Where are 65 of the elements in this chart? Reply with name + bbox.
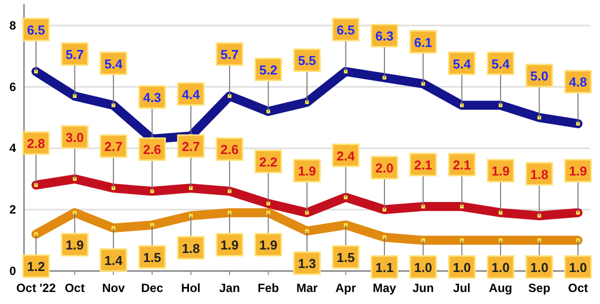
x-tick-label: Oct (568, 281, 588, 295)
x-tick-label: Hol (181, 281, 201, 295)
x-tick-label: May (372, 281, 396, 295)
x-tick-label: Mar (296, 281, 318, 295)
data-label: 1.1 (375, 260, 394, 275)
data-label: 2.8 (26, 136, 46, 152)
data-label: 1.9 (492, 164, 510, 179)
data-label: 2.1 (452, 158, 471, 173)
data-label: 2.7 (182, 139, 200, 154)
data-label: 1.5 (336, 250, 355, 265)
data-label: 1.9 (568, 164, 588, 179)
data-label: 2.1 (414, 158, 432, 173)
data-label: 6.5 (336, 22, 355, 38)
data-label: 5.4 (104, 56, 124, 72)
data-label: 1.9 (66, 238, 84, 253)
data-label: 1.0 (530, 260, 548, 275)
data-label: 1.0 (492, 260, 510, 275)
data-label: 1.5 (143, 250, 162, 265)
data-label: 1.0 (414, 260, 432, 275)
data-label: 1.9 (220, 238, 239, 253)
data-label: 5.7 (220, 47, 239, 62)
data-label: 2.2 (259, 154, 278, 170)
y-tick-label: 0 (9, 264, 16, 278)
data-label: 5.4 (452, 56, 472, 72)
data-label: 5.0 (530, 68, 548, 84)
x-tick-label: Sep (528, 281, 550, 295)
data-label: 6.3 (375, 28, 394, 44)
y-tick-label: 6 (9, 80, 16, 94)
x-tick-label: Aug (488, 281, 512, 295)
x-tick-label: Jul (453, 281, 471, 295)
y-tick-label: 4 (9, 141, 16, 156)
x-tick-label: Jun (412, 281, 434, 295)
data-label: 1.0 (568, 260, 588, 275)
data-label: 4.8 (568, 74, 588, 90)
data-label: 5.2 (259, 62, 278, 78)
data-label: 5.5 (298, 53, 316, 68)
x-tick-label: Nov (102, 281, 126, 295)
data-label: 5.4 (492, 56, 510, 72)
data-label: 2.4 (336, 148, 356, 164)
x-tick-label: Oct '22 (16, 281, 56, 295)
data-label: 1.2 (26, 259, 46, 274)
y-tick-label: 8 (9, 18, 16, 32)
x-tick-label: Dec (141, 281, 164, 295)
data-label: 1.3 (298, 256, 316, 272)
data-label: 2.7 (104, 139, 122, 154)
data-label: 3.0 (66, 130, 84, 145)
data-label: 1.8 (182, 240, 200, 256)
x-tick-label: Jan (219, 281, 240, 295)
data-label: 6.1 (414, 34, 432, 50)
data-label: 5.7 (66, 47, 84, 62)
data-label: 1.4 (104, 253, 124, 268)
y-tick-label: 2 (9, 202, 16, 217)
x-tick-label: Feb (258, 281, 279, 295)
data-label: 1.9 (298, 164, 316, 179)
data-label: 2.6 (143, 142, 162, 158)
x-tick-label: Apr (335, 281, 356, 295)
data-label: 1.0 (452, 260, 471, 275)
data-label: 6.5 (26, 22, 46, 38)
data-label: 4.3 (143, 90, 162, 106)
data-label: 1.9 (259, 238, 278, 253)
data-label: 4.4 (182, 86, 201, 102)
data-label: 2.0 (375, 160, 394, 176)
data-label: 1.8 (530, 166, 548, 182)
x-tick-label: Oct (64, 281, 85, 295)
data-label: 2.6 (220, 142, 239, 158)
